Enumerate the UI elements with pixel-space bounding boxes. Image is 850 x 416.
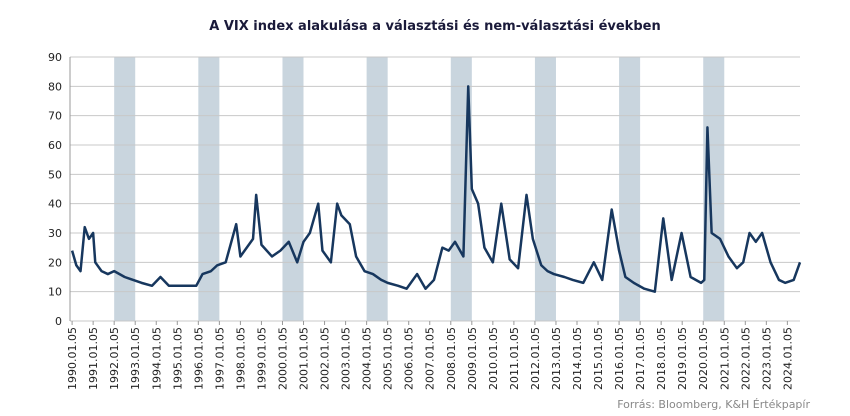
y-tick-label: 10 bbox=[48, 286, 62, 299]
x-tick-label: 2006.01.05 bbox=[403, 327, 416, 390]
x-tick-label: 1991.01.05 bbox=[87, 327, 100, 390]
x-tick-label: 2010.01.05 bbox=[487, 327, 500, 390]
x-tick-label: 2017.01.05 bbox=[634, 327, 647, 390]
y-tick-label: 70 bbox=[48, 110, 62, 123]
source-note: Forrás: Bloomberg, K&H Értékpapír bbox=[617, 398, 810, 411]
x-tick-label: 2005.01.05 bbox=[382, 327, 395, 390]
election-year-band bbox=[703, 57, 725, 321]
x-tick-label: 2022.01.05 bbox=[739, 327, 752, 390]
x-tick-label: 2015.01.05 bbox=[592, 327, 605, 390]
x-tick-label: 2007.01.05 bbox=[424, 327, 437, 390]
x-tick-label: 1997.01.05 bbox=[213, 327, 226, 390]
election-year-band bbox=[366, 57, 388, 321]
x-tick-label: 2020.01.05 bbox=[697, 327, 710, 390]
vix-line bbox=[70, 85, 802, 293]
chart-title: A VIX index alakulása a választási és ne… bbox=[209, 19, 660, 34]
x-tick-label: 1996.01.05 bbox=[192, 327, 205, 390]
x-tick-label: 2001.01.05 bbox=[298, 327, 311, 390]
y-tick-label: 50 bbox=[48, 168, 62, 181]
x-tick-label: 1995.01.05 bbox=[171, 327, 184, 390]
y-tick-label: 80 bbox=[48, 80, 62, 93]
x-tick-label: 2004.01.05 bbox=[361, 327, 374, 390]
y-tick-label: 60 bbox=[48, 139, 62, 152]
election-year-band bbox=[282, 57, 304, 321]
x-tick-label: 2024.01.05 bbox=[781, 327, 794, 390]
x-tick-label: 1999.01.05 bbox=[255, 327, 268, 390]
y-tick-label: 30 bbox=[48, 227, 62, 240]
x-tick-label: 2003.01.05 bbox=[340, 327, 353, 390]
y-tick-label: 20 bbox=[48, 256, 62, 269]
x-tick-label: 2012.01.05 bbox=[529, 327, 542, 390]
x-tick-label: 1994.01.05 bbox=[150, 327, 163, 390]
x-tick-label: 2023.01.05 bbox=[760, 327, 773, 390]
election-year-band bbox=[114, 57, 136, 321]
y-tick-label: 90 bbox=[48, 51, 62, 64]
x-tick-label: 1998.01.05 bbox=[234, 327, 247, 390]
x-tick-label: 2013.01.05 bbox=[550, 327, 563, 390]
x-tick-label: 2018.01.05 bbox=[655, 327, 668, 390]
y-tick-label: 0 bbox=[55, 315, 62, 328]
election-year-band bbox=[534, 57, 556, 321]
y-tick-label: 40 bbox=[48, 198, 62, 211]
x-tick-label: 2011.01.05 bbox=[508, 327, 521, 390]
x-tick-label: 2002.01.05 bbox=[319, 327, 332, 390]
x-tick-label: 2000.01.05 bbox=[276, 327, 289, 390]
election-year-band bbox=[619, 57, 641, 321]
election-year-band bbox=[198, 57, 220, 321]
x-tick-label: 2008.01.05 bbox=[445, 327, 458, 390]
x-tick-label: 1990.01.05 bbox=[66, 327, 79, 390]
x-tick-label: 2009.01.05 bbox=[466, 327, 479, 390]
x-tick-label: 1992.01.05 bbox=[108, 327, 121, 390]
x-tick-label: 1993.01.05 bbox=[129, 327, 142, 390]
x-tick-label: 2021.01.05 bbox=[718, 327, 731, 390]
x-tick-label: 2016.01.05 bbox=[613, 327, 626, 390]
x-tick-label: 2014.01.05 bbox=[571, 327, 584, 390]
x-tick-label: 2019.01.05 bbox=[676, 327, 689, 390]
